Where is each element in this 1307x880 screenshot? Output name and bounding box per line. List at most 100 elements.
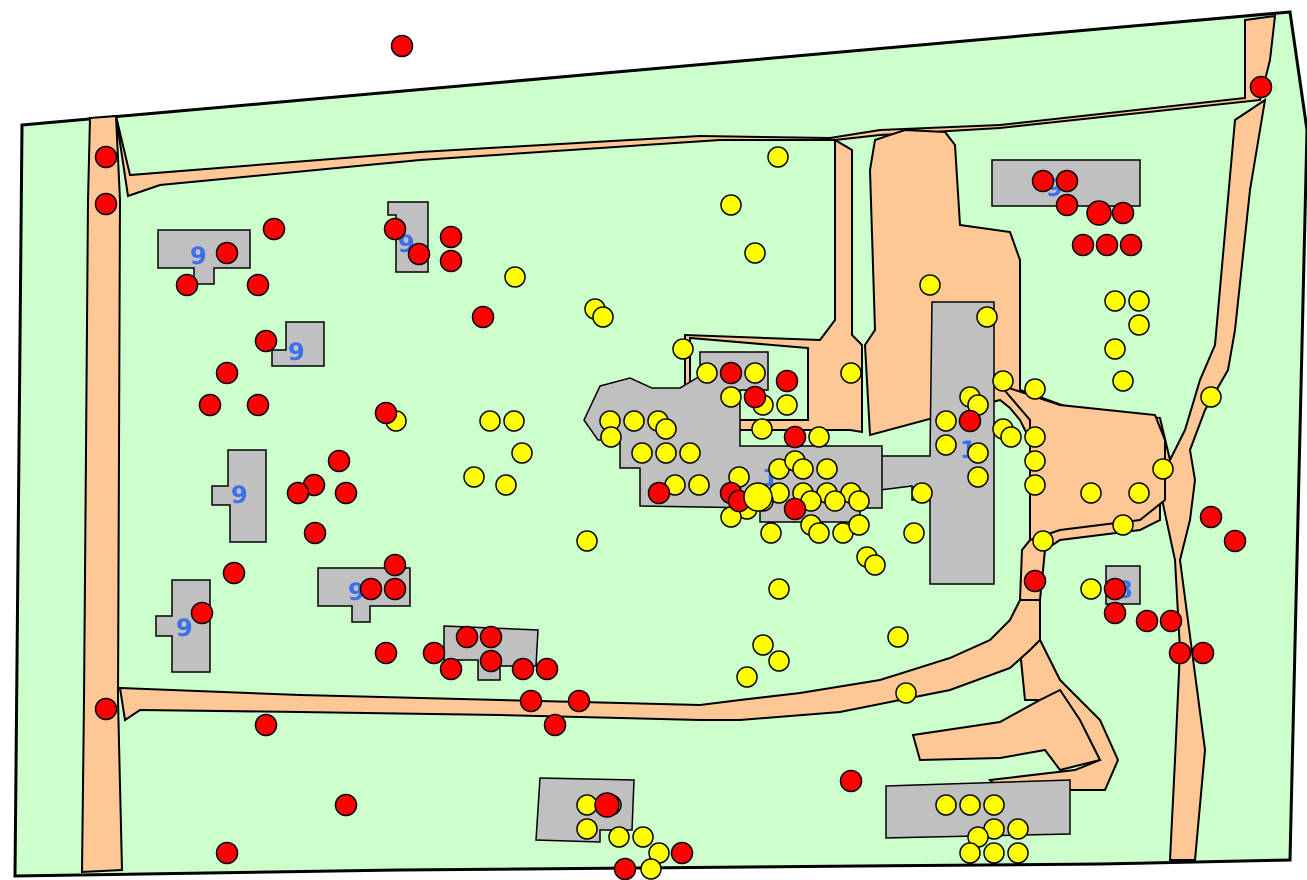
red-circle-marker[interactable] [215,241,239,265]
yellow-circle-marker[interactable] [608,826,630,848]
red-circle-marker[interactable] [1199,505,1223,529]
red-circle-marker[interactable] [254,713,278,737]
yellow-circle-marker[interactable] [1000,426,1022,448]
yellow-circle-marker[interactable] [655,442,677,464]
red-circle-marker[interactable] [383,217,407,241]
red-circle-marker[interactable] [303,521,327,545]
yellow-circle-marker[interactable] [1024,426,1046,448]
red-circle-marker[interactable] [1135,609,1159,633]
yellow-circle-marker[interactable] [479,410,501,432]
yellow-circle-marker[interactable] [511,442,533,464]
red-circle-marker[interactable] [286,481,310,505]
red-circle-marker[interactable] [262,217,286,241]
red-circle-marker[interactable] [1103,577,1127,601]
red-circle-marker[interactable] [1223,529,1247,553]
red-circle-marker[interactable] [647,481,671,505]
yellow-circle-marker[interactable] [736,666,758,688]
yellow-circle-marker[interactable] [808,426,830,448]
red-circle-marker[interactable] [519,689,543,713]
yellow-circle-marker[interactable] [776,394,798,416]
red-circle-marker[interactable] [1191,641,1215,665]
red-circle-marker[interactable] [1055,169,1079,193]
red-circle-marker[interactable] [455,625,479,649]
red-circle-marker[interactable] [222,561,246,585]
yellow-circle-marker[interactable] [1080,578,1102,600]
yellow-circle-marker[interactable] [808,522,830,544]
red-circle-marker[interactable] [1031,169,1055,193]
red-circle-marker[interactable] [543,713,567,737]
yellow-circle-marker[interactable] [983,794,1005,816]
yellow-circle-marker[interactable] [792,458,814,480]
yellow-circle-marker[interactable] [1128,482,1150,504]
yellow-circle-marker[interactable] [935,410,957,432]
yellow-circle-marker[interactable] [592,306,614,328]
yellow-circle-marker[interactable] [992,370,1014,392]
yellow-circle-marker[interactable] [688,474,710,496]
yellow-circle-marker[interactable] [752,634,774,656]
yellow-circle-marker[interactable] [631,442,653,464]
red-circle-marker[interactable] [613,857,637,880]
red-circle-marker[interactable] [439,657,463,681]
red-circle-marker[interactable] [775,369,799,393]
red-circle-marker[interactable] [439,225,463,249]
yellow-circle-marker[interactable] [679,442,701,464]
red-circle-marker[interactable] [190,601,214,625]
yellow-circle-marker[interactable] [1080,482,1102,504]
yellow-circle-marker[interactable] [696,362,718,384]
yellow-circle-marker[interactable] [1104,338,1126,360]
yellow-circle-marker[interactable] [720,386,742,408]
yellow-circle-marker[interactable] [1024,474,1046,496]
red-circle-marker[interactable] [334,481,358,505]
red-circle-marker[interactable] [670,841,694,865]
red-circle-marker[interactable] [407,242,431,266]
yellow-circle-marker[interactable] [1128,314,1150,336]
yellow-circle-marker[interactable] [1128,290,1150,312]
red-circle-marker[interactable] [958,409,982,433]
red-circle-marker[interactable] [743,385,767,409]
yellow-circle-marker[interactable] [1104,290,1126,312]
yellow-circle-marker[interactable] [576,794,598,816]
red-circle-marker[interactable] [1249,75,1273,99]
red-circle-marker[interactable] [215,361,239,385]
yellow-circle-marker[interactable] [1007,842,1029,864]
red-circle-marker[interactable] [511,657,535,681]
red-circle-marker[interactable] [1086,200,1112,226]
yellow-circle-marker[interactable] [911,482,933,504]
yellow-circle-marker[interactable] [959,794,981,816]
red-circle-marker[interactable] [390,34,414,58]
yellow-circle-marker[interactable] [840,362,862,384]
red-circle-marker[interactable] [567,689,591,713]
yellow-circle-marker[interactable] [935,794,957,816]
yellow-circle-marker[interactable] [503,410,525,432]
yellow-circle-marker[interactable] [760,522,782,544]
red-circle-marker[interactable] [383,577,407,601]
red-circle-marker[interactable] [1159,609,1183,633]
yellow-circle-marker[interactable] [959,842,981,864]
yellow-circle-marker[interactable] [751,418,773,440]
yellow-circle-marker[interactable] [743,482,773,512]
yellow-circle-marker[interactable] [768,650,790,672]
red-circle-marker[interactable] [1023,569,1047,593]
yellow-circle-marker[interactable] [848,514,870,536]
red-circle-marker[interactable] [535,657,559,681]
red-circle-marker[interactable] [422,641,446,665]
red-circle-marker[interactable] [359,577,383,601]
yellow-circle-marker[interactable] [976,306,998,328]
red-circle-marker[interactable] [783,497,807,521]
red-circle-marker[interactable] [1168,641,1192,665]
red-circle-marker[interactable] [215,841,239,865]
yellow-circle-marker[interactable] [1032,530,1054,552]
yellow-circle-marker[interactable] [1112,514,1134,536]
yellow-circle-marker[interactable] [1152,458,1174,480]
red-circle-marker[interactable] [479,649,503,673]
yellow-circle-marker[interactable] [767,146,789,168]
yellow-circle-marker[interactable] [504,266,526,288]
yellow-circle-marker[interactable] [1024,450,1046,472]
red-circle-marker[interactable] [839,769,863,793]
yellow-circle-marker[interactable] [1024,378,1046,400]
yellow-circle-marker[interactable] [495,474,517,496]
red-circle-marker[interactable] [254,329,278,353]
red-circle-marker[interactable] [246,273,270,297]
yellow-circle-marker[interactable] [768,578,790,600]
red-circle-marker[interactable] [783,425,807,449]
